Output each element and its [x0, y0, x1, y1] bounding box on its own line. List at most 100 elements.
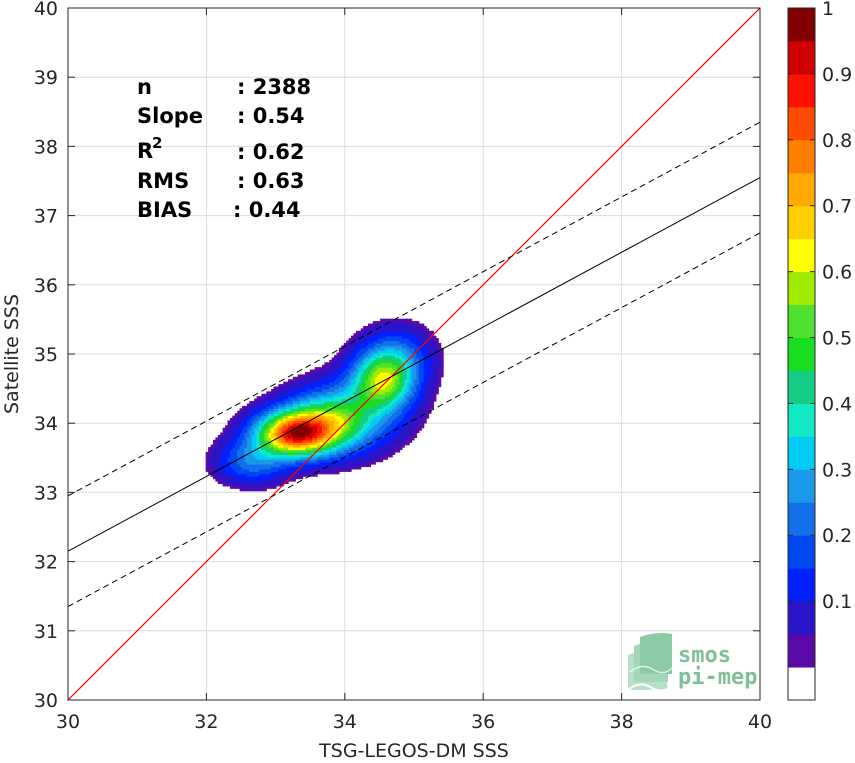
density-cell: [375, 384, 379, 388]
density-cell: [239, 415, 243, 419]
density-cell: [307, 396, 311, 400]
density-cell: [314, 427, 318, 431]
colorbar-tick-label: 0.3: [822, 459, 852, 481]
density-cell: [331, 444, 335, 448]
density-cell: [256, 476, 260, 480]
density-cell: [380, 340, 384, 344]
density-cell: [321, 432, 325, 436]
density-cell: [319, 437, 323, 441]
density-cell: [331, 466, 335, 470]
density-cell: [271, 464, 275, 468]
density-cell: [382, 449, 386, 453]
density-cell: [394, 408, 398, 412]
density-cell: [387, 427, 391, 431]
density-cell: [256, 488, 260, 492]
density-cell: [394, 333, 398, 337]
density-cell: [331, 391, 335, 395]
density-cell: [397, 371, 401, 376]
density-cell: [275, 393, 279, 397]
density-cell: [384, 335, 388, 339]
density-cell: [261, 413, 265, 417]
density-cell: [382, 432, 386, 436]
density-cell: [220, 451, 224, 455]
density-cell: [256, 451, 260, 455]
density-cell: [280, 456, 284, 460]
density-cell: [338, 454, 342, 458]
density-cell: [302, 442, 306, 446]
density-cell: [387, 381, 391, 385]
density-cell: [326, 386, 330, 390]
density-cell: [261, 437, 265, 441]
density-cell: [387, 434, 391, 438]
density-cell: [329, 454, 333, 458]
density-cell: [370, 376, 374, 380]
density-cell: [329, 388, 333, 392]
density-cell: [404, 318, 408, 322]
density-cell: [222, 478, 226, 482]
density-cell: [326, 430, 330, 434]
density-cell: [336, 359, 340, 363]
density-cell: [331, 371, 335, 376]
density-cell: [360, 432, 364, 436]
density-cell: [239, 471, 243, 475]
density-cell: [300, 379, 304, 383]
density-cell: [334, 388, 338, 392]
y-tick-label: 35: [34, 344, 58, 366]
density-cell: [239, 476, 243, 480]
density-cell: [397, 422, 401, 426]
density-cell: [358, 362, 362, 366]
density-cell: [440, 362, 444, 366]
density-cell: [261, 483, 265, 487]
density-cell: [319, 422, 323, 426]
density-cell: [428, 364, 432, 368]
density-cell: [367, 367, 372, 371]
density-cell: [363, 408, 367, 412]
density-cell: [370, 384, 374, 388]
density-cell: [280, 393, 284, 397]
density-cell: [382, 401, 386, 405]
density-cell: [380, 456, 384, 460]
density-cell: [283, 422, 287, 426]
density-cell: [273, 410, 277, 414]
density-cell: [360, 357, 364, 361]
density-cell: [341, 357, 345, 361]
density-cell: [435, 347, 439, 351]
density-cell: [256, 454, 260, 458]
density-cell: [435, 384, 439, 388]
density-cell: [246, 476, 250, 480]
density-cell: [212, 476, 216, 480]
density-cell: [268, 427, 272, 431]
density-cell: [324, 374, 328, 378]
density-cell: [338, 447, 342, 451]
density-cell: [414, 374, 418, 378]
density-cell: [271, 451, 275, 455]
density-cell: [401, 405, 405, 409]
density-cell: [355, 386, 359, 390]
density-cell: [338, 393, 342, 397]
density-cell: [423, 338, 427, 342]
density-cell: [438, 381, 442, 385]
density-cell: [423, 342, 427, 346]
density-cell: [394, 364, 398, 368]
density-cell: [338, 347, 342, 351]
density-cell: [331, 405, 335, 409]
density-cell: [278, 442, 282, 446]
density-cell: [341, 468, 345, 472]
density-cell: [387, 318, 391, 322]
density-cell: [372, 352, 376, 356]
density-cell: [394, 398, 398, 402]
density-cell: [401, 391, 405, 395]
density-cell: [297, 408, 301, 412]
density-cell: [397, 352, 401, 356]
density-cell: [416, 350, 420, 354]
density-cell: [418, 401, 422, 405]
density-cell: [336, 466, 340, 470]
density-cell: [280, 442, 284, 446]
density-cell: [411, 333, 415, 337]
density-cell: [433, 376, 437, 380]
density-cell: [348, 442, 352, 446]
density-cell: [220, 476, 224, 480]
density-cell: [406, 415, 410, 419]
density-cell: [321, 471, 325, 475]
density-cell: [372, 427, 376, 431]
